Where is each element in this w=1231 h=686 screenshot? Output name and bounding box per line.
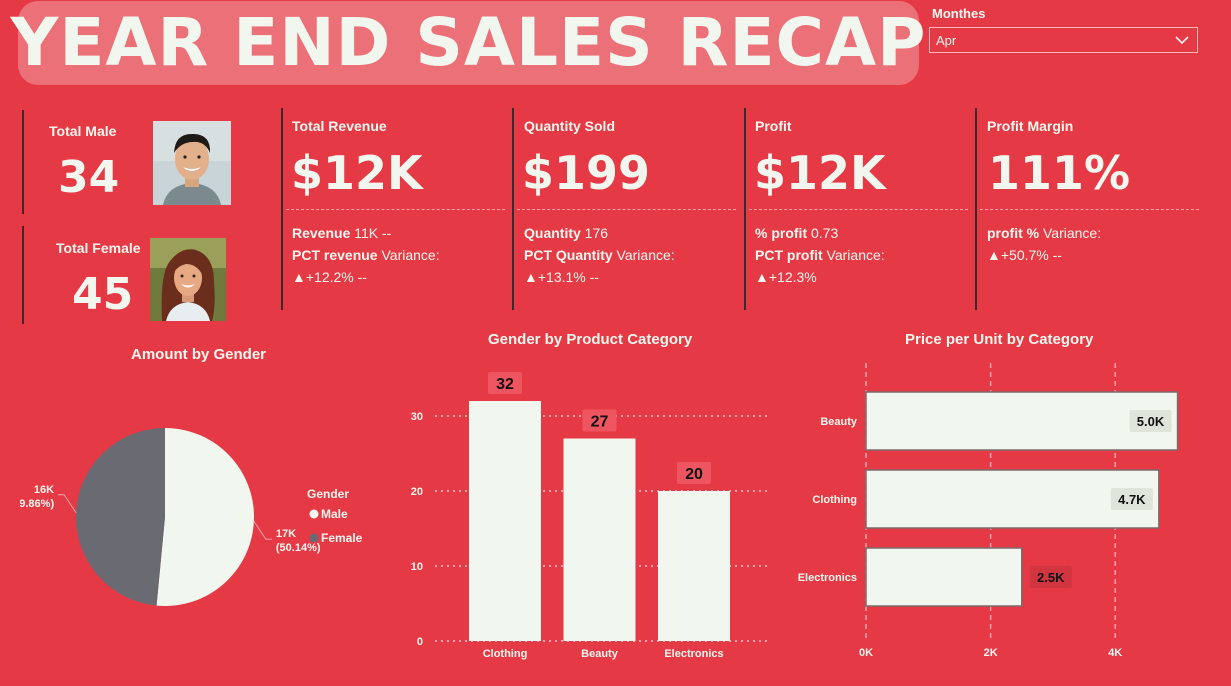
divider — [744, 108, 746, 310]
pie-percent-label: (50.14%) — [276, 542, 321, 554]
bar-clothing — [469, 401, 541, 641]
divider — [975, 108, 977, 310]
data-label: 32 — [496, 376, 514, 393]
kpi-title: Profit Margin — [987, 118, 1074, 134]
divider — [22, 226, 24, 324]
divider — [286, 209, 505, 210]
divider — [980, 209, 1199, 210]
pie-leader-line — [58, 494, 77, 514]
kpi-value: $12K — [291, 146, 423, 200]
bar-electronics — [658, 491, 730, 641]
y-tick-label: 30 — [411, 411, 423, 423]
pie-value-label: 16K — [34, 484, 54, 496]
legend-item: Female — [321, 531, 363, 545]
data-label: 4.7K — [1118, 492, 1146, 507]
x-tick-label: 4K — [1108, 647, 1122, 659]
title-banner: YEAR END SALES RECAP — [11, 1, 925, 85]
x-tick-label: Beauty — [581, 648, 619, 660]
total-female-label: Total Female — [56, 240, 141, 256]
data-label: 20 — [685, 466, 703, 483]
total-female-value: 45 — [72, 269, 134, 320]
kpi-title: Total Revenue — [292, 118, 387, 134]
total-male-label: Total Male — [49, 123, 117, 139]
hbar-chart-title: Price per Unit by Category — [905, 331, 1094, 348]
total-male-value: 34 — [58, 152, 120, 203]
bar-clothing — [865, 469, 1160, 529]
y-tick-label: 20 — [411, 486, 423, 498]
y-tick-label: Clothing — [812, 494, 857, 506]
chevron-down-icon — [1175, 36, 1189, 45]
kpi-title: Profit — [755, 118, 792, 134]
data-label-bg — [488, 372, 522, 394]
bar-beauty — [865, 391, 1179, 451]
y-tick-label: 0 — [417, 636, 423, 648]
divider — [512, 108, 514, 310]
page-title: YEAR END SALES RECAP — [10, 4, 927, 81]
data-label-bg — [1029, 566, 1072, 588]
x-tick-label: Electronics — [664, 648, 723, 660]
kpi-title: Quantity Sold — [524, 118, 615, 134]
kpi-value: 111% — [988, 146, 1131, 200]
pie-chart-title: Amount by Gender — [131, 346, 267, 363]
data-label-bg — [582, 409, 617, 432]
y-tick-label: Beauty — [820, 416, 858, 428]
kpi-details: % profit 0.73 PCT profit Variance: ▲+12.… — [755, 225, 885, 285]
data-label-bg — [1129, 410, 1172, 432]
data-label: 2.5K — [1037, 570, 1065, 585]
y-tick-label: Electronics — [798, 572, 857, 584]
x-tick-label: 2K — [984, 647, 998, 659]
divider — [749, 209, 968, 210]
male-avatar — [153, 121, 231, 205]
pie-percent-label: (49.86%) — [20, 498, 54, 510]
data-label-bg — [677, 462, 711, 484]
divider — [517, 209, 736, 210]
kpi-details: Revenue 11K -- PCT revenue Variance: ▲+1… — [292, 225, 440, 285]
divider — [22, 110, 24, 214]
kpi-details: profit % Variance: ▲+50.7% -- — [987, 225, 1102, 263]
legend-item: Male — [321, 507, 348, 521]
kpi-value: $199 — [522, 146, 651, 200]
months-dropdown[interactable]: Apr — [929, 27, 1198, 53]
kpi-details: Quantity 176 PCT Quantity Variance: ▲+13… — [524, 225, 675, 285]
pie-chart: 17K (50.14%) 16K (49.86%) Gender Male Female — [20, 428, 363, 606]
y-tick-label: 10 — [411, 561, 423, 573]
bar-chart-title: Gender by Product Category — [488, 331, 693, 348]
bar-chart: 0 10 20 30 32 Clothing 27 Beauty 20 Electronics — [411, 372, 770, 660]
bar-beauty — [563, 438, 636, 641]
legend-title: Gender — [307, 487, 349, 501]
hbar-chart: 0K 2K 4K Beauty 5.0K Clothing 4.7K Electronics 2… — [798, 363, 1179, 659]
pie-slice-female — [76, 428, 165, 606]
x-tick-label: Clothing — [483, 648, 528, 660]
divider — [281, 108, 283, 310]
months-selected-value: Apr — [936, 32, 957, 48]
legend-swatch — [309, 509, 319, 519]
kpi-value: $12K — [754, 146, 886, 200]
pie-slice-male — [156, 428, 255, 606]
x-tick-label: 0K — [859, 647, 873, 659]
legend-swatch — [309, 533, 319, 543]
data-label: 27 — [591, 414, 609, 431]
pie-value-label: 17K — [276, 528, 296, 540]
pie-leader-line — [253, 520, 272, 540]
months-filter-label: Monthes — [932, 6, 986, 21]
female-avatar — [150, 238, 226, 321]
data-label-bg — [1110, 488, 1153, 510]
bar-electronics — [865, 547, 1023, 607]
data-label: 5.0K — [1137, 414, 1165, 429]
